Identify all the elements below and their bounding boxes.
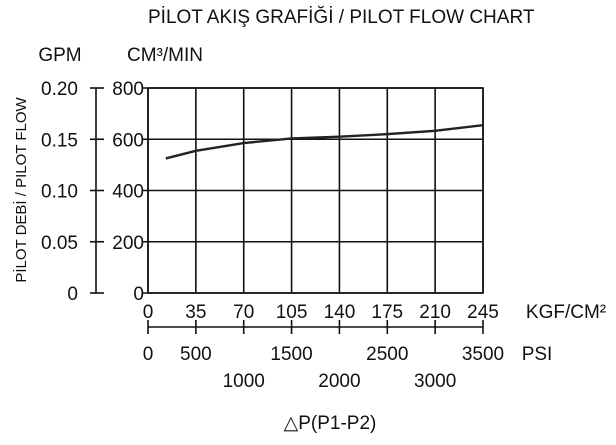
- y2-tick-label: 0.10: [41, 182, 78, 203]
- x2-tick-label: 3500: [462, 344, 504, 365]
- x2-tick-label: 2500: [366, 344, 408, 365]
- x2-tick-label: 500: [180, 344, 212, 365]
- x-tick-label: 105: [276, 302, 308, 323]
- x-tick-label: 175: [371, 302, 403, 323]
- x-tick-label: 70: [233, 302, 254, 323]
- x-axis-label: KGF/CM²: [526, 302, 606, 323]
- y2-tick-label: 0.20: [41, 79, 78, 100]
- side-label: PİLOT DEBİ / PILOT FLOW: [12, 96, 30, 282]
- x-tick-label: 0: [143, 302, 154, 323]
- y2-axis-label: GPM: [38, 45, 81, 66]
- y-tick-label: 0: [133, 284, 144, 305]
- title-tr: PİLOT AKIŞ GRAFİĞİ: [148, 6, 333, 28]
- y2-tick-label: 0: [67, 284, 78, 305]
- x-tick-label: 210: [419, 302, 451, 323]
- y-tick-label: 600: [112, 130, 144, 151]
- y2-tick-label: 0.05: [41, 233, 78, 254]
- x2-tick-label: 1500: [270, 344, 312, 365]
- x-tick-label: 140: [324, 302, 356, 323]
- x2-tick-label: 1000: [223, 371, 265, 392]
- y-tick-label: 200: [112, 233, 144, 254]
- x-tick-label: 245: [467, 302, 499, 323]
- x2-axis-label: PSI: [522, 344, 553, 365]
- title-en: / PILOT FLOW CHART: [339, 7, 535, 28]
- x2-tick-label: 3000: [414, 371, 456, 392]
- y2-tick-label: 0.15: [41, 130, 78, 151]
- y-axis-label: CM³/MIN: [127, 45, 203, 66]
- x2-tick-label: 2000: [318, 371, 360, 392]
- y-tick-label: 800: [112, 79, 144, 100]
- x2-tick-label: 0: [143, 344, 154, 365]
- y-tick-label: 400: [112, 182, 144, 203]
- flow-line: [165, 123, 484, 160]
- x-tick-label: 35: [185, 302, 206, 323]
- chart-title: PİLOT AKIŞ GRAFİĞİ / PILOT FLOW CHART: [148, 6, 535, 28]
- bottom-label: △P(P1-P2): [284, 413, 377, 434]
